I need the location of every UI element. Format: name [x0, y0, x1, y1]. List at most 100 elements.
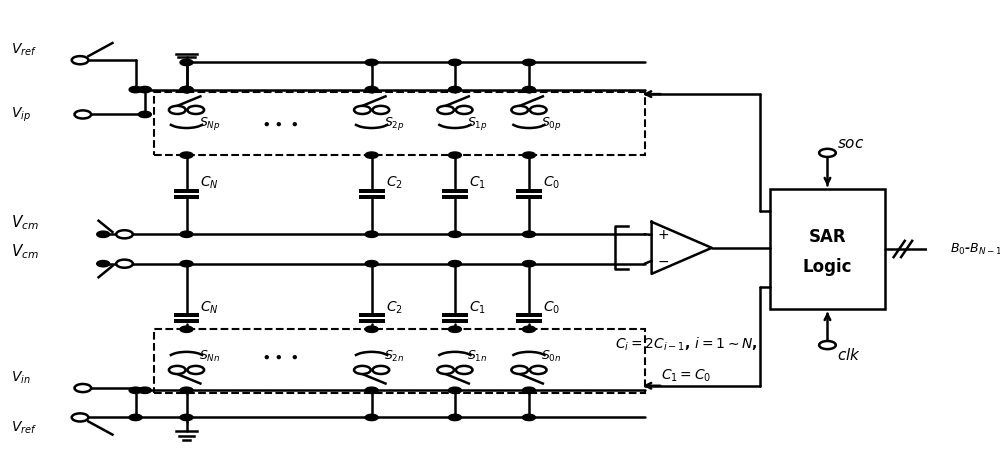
Circle shape	[522, 387, 535, 394]
Circle shape	[138, 387, 151, 394]
Text: $C_1=C_0$: $C_1=C_0$	[661, 368, 712, 384]
Bar	[154, 329, 645, 393]
Circle shape	[180, 231, 193, 238]
Circle shape	[448, 86, 461, 93]
Circle shape	[373, 106, 389, 114]
Circle shape	[180, 59, 193, 66]
Circle shape	[97, 231, 110, 238]
Circle shape	[365, 261, 378, 267]
Circle shape	[437, 366, 454, 374]
Circle shape	[180, 261, 193, 267]
Text: $V_{ip}$: $V_{ip}$	[11, 105, 31, 124]
Circle shape	[180, 86, 193, 93]
Circle shape	[456, 366, 473, 374]
Circle shape	[819, 341, 836, 349]
Circle shape	[511, 106, 528, 114]
Circle shape	[365, 59, 378, 66]
Text: $soc$: $soc$	[837, 136, 864, 151]
Text: $C_1$: $C_1$	[469, 175, 486, 191]
Circle shape	[448, 152, 461, 158]
Text: $S_{2p}$: $S_{2p}$	[384, 115, 404, 132]
Circle shape	[187, 366, 204, 374]
Circle shape	[448, 231, 461, 238]
Circle shape	[365, 231, 378, 238]
Circle shape	[448, 326, 461, 333]
Circle shape	[522, 326, 535, 333]
Text: SAR: SAR	[809, 228, 846, 246]
Circle shape	[129, 86, 142, 93]
Circle shape	[129, 387, 142, 394]
Circle shape	[522, 86, 535, 93]
Circle shape	[180, 326, 193, 333]
Circle shape	[116, 260, 133, 268]
Text: $clk$: $clk$	[837, 347, 861, 364]
Circle shape	[530, 106, 547, 114]
Text: $V_{cm}$: $V_{cm}$	[11, 243, 39, 262]
Circle shape	[456, 106, 473, 114]
Bar	[770, 189, 885, 309]
Circle shape	[522, 261, 535, 267]
Text: $C_i=2C_{i-1}$, $i=1{\sim}N$,: $C_i=2C_{i-1}$, $i=1{\sim}N$,	[615, 336, 758, 354]
Text: $S_{Nn}$: $S_{Nn}$	[199, 349, 220, 364]
Circle shape	[180, 414, 193, 420]
Circle shape	[365, 152, 378, 158]
Text: $\bullet\bullet\bullet$: $\bullet\bullet\bullet$	[261, 116, 298, 131]
Circle shape	[354, 106, 371, 114]
Text: $S_{2n}$: $S_{2n}$	[384, 349, 404, 364]
Circle shape	[448, 414, 461, 420]
Circle shape	[97, 261, 110, 267]
Text: $C_1$: $C_1$	[469, 299, 486, 316]
Text: $S_{0n}$: $S_{0n}$	[541, 349, 561, 364]
Circle shape	[365, 326, 378, 333]
Text: Logic: Logic	[803, 258, 852, 276]
Circle shape	[138, 86, 151, 93]
Circle shape	[365, 414, 378, 420]
Circle shape	[365, 387, 378, 394]
Circle shape	[511, 366, 528, 374]
Text: $V_{cm}$: $V_{cm}$	[11, 213, 39, 232]
Text: $\bullet\bullet\bullet$: $\bullet\bullet\bullet$	[261, 349, 298, 364]
Circle shape	[180, 152, 193, 158]
Text: $S_{Np}$: $S_{Np}$	[199, 115, 220, 132]
Circle shape	[448, 261, 461, 267]
Text: $C_2$: $C_2$	[386, 299, 402, 316]
Circle shape	[448, 387, 461, 394]
Text: $C_0$: $C_0$	[543, 175, 560, 191]
Text: $C_N$: $C_N$	[200, 175, 219, 191]
Text: $V_{in}$: $V_{in}$	[11, 369, 30, 386]
Circle shape	[180, 86, 193, 93]
Circle shape	[448, 59, 461, 66]
Text: $S_{1p}$: $S_{1p}$	[467, 115, 488, 132]
Circle shape	[116, 230, 133, 238]
Circle shape	[819, 149, 836, 157]
Circle shape	[373, 366, 389, 374]
Circle shape	[75, 111, 91, 118]
Text: $S_{1n}$: $S_{1n}$	[467, 349, 487, 364]
Text: $V_{ref}$: $V_{ref}$	[11, 41, 37, 58]
Circle shape	[72, 413, 88, 421]
Text: $+$: $+$	[657, 228, 669, 242]
Circle shape	[522, 152, 535, 158]
Circle shape	[129, 414, 142, 420]
Text: $V_{ref}$: $V_{ref}$	[11, 420, 37, 436]
Circle shape	[180, 387, 193, 394]
Circle shape	[75, 384, 91, 392]
Text: $-$: $-$	[657, 254, 669, 268]
Circle shape	[187, 106, 204, 114]
Circle shape	[354, 366, 371, 374]
Circle shape	[169, 366, 186, 374]
Text: $B_0$-$B_{N-1}$: $B_0$-$B_{N-1}$	[950, 242, 1000, 257]
Circle shape	[138, 111, 151, 117]
Circle shape	[522, 414, 535, 420]
Text: $C_N$: $C_N$	[200, 299, 219, 316]
Text: $C_0$: $C_0$	[543, 299, 560, 316]
Circle shape	[169, 106, 186, 114]
Circle shape	[437, 106, 454, 114]
Text: $C_2$: $C_2$	[386, 175, 402, 191]
Circle shape	[72, 56, 88, 64]
Bar	[154, 92, 645, 155]
Text: $S_{0p}$: $S_{0p}$	[541, 115, 562, 132]
Circle shape	[522, 231, 535, 238]
Circle shape	[522, 59, 535, 66]
Circle shape	[365, 86, 378, 93]
